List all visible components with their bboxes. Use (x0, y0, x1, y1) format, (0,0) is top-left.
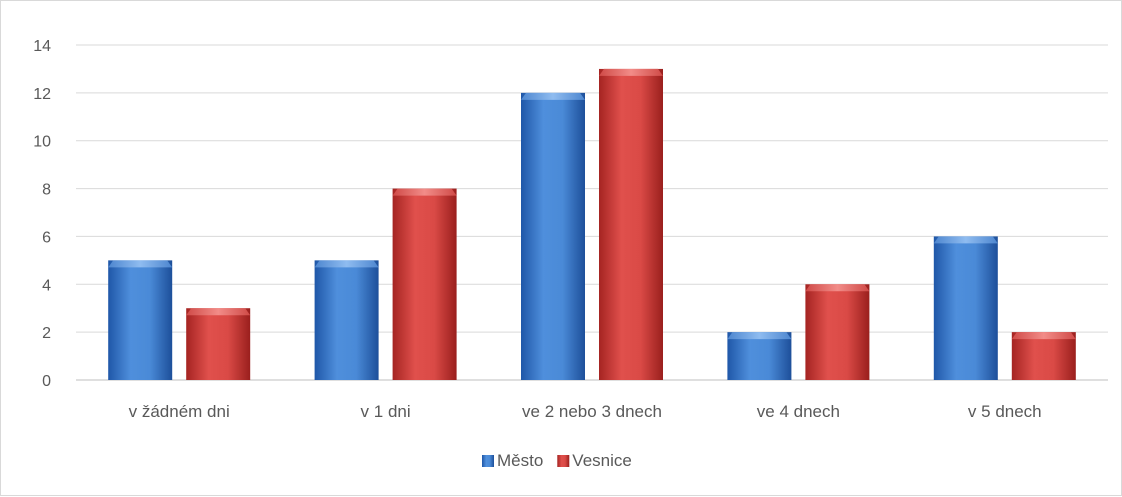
legend-swatch (557, 455, 570, 467)
category-label: ve 2 nebo 3 dnech (522, 402, 662, 421)
category-label: ve 4 dnech (757, 402, 840, 421)
y-tick-label: 12 (33, 86, 51, 103)
bar-bevel-top (314, 260, 379, 268)
bar-bevel-top (599, 68, 663, 76)
bar-body (521, 92, 585, 380)
y-tick-label: 0 (42, 373, 51, 390)
bars (108, 68, 1076, 380)
bar-body (1011, 332, 1076, 380)
category-label: v 1 dni (361, 402, 411, 421)
bar-body (727, 332, 792, 380)
y-axis-tick-labels: 0 2 4 6 8 10 12 14 (33, 38, 51, 390)
bar-bevel-top (1011, 332, 1076, 340)
bar-vesnice-3 (805, 284, 870, 380)
bar-vesnice-2 (599, 68, 663, 380)
legend-item-vesnice: Vesnice (557, 451, 632, 470)
y-tick-label: 14 (33, 38, 51, 55)
bar-body (186, 308, 251, 380)
legend-item-mesto: Město (482, 451, 543, 470)
bar-body (933, 236, 998, 380)
legend-label: Město (497, 451, 543, 470)
category-label: v žádném dni (129, 402, 230, 421)
bar-body (108, 260, 173, 380)
bar-bevel-top (727, 332, 792, 340)
bar-mesto-3 (727, 332, 792, 380)
y-tick-label: 2 (42, 325, 51, 342)
x-axis-category-labels: v žádném dni v 1 dni ve 2 nebo 3 dnech ve 4… (129, 402, 1042, 421)
y-tick-label: 10 (33, 134, 51, 151)
bar-bevel-top (392, 188, 457, 196)
bar-bevel-top (108, 260, 173, 268)
bar-bevel-top (933, 236, 998, 244)
bar-vesnice-0 (186, 308, 251, 380)
bar-mesto-2 (521, 92, 585, 380)
category-label: v 5 dnech (968, 402, 1042, 421)
y-tick-label: 6 (42, 229, 51, 246)
bar-vesnice-4 (1011, 332, 1076, 380)
y-tick-label: 8 (42, 182, 51, 199)
bar-bevel-top (521, 92, 585, 100)
y-tick-label: 4 (42, 277, 51, 294)
bar-mesto-0 (108, 260, 173, 380)
bar-body (805, 284, 870, 380)
bar-bevel-top (805, 284, 870, 292)
bar-mesto-4 (933, 236, 998, 380)
bar-vesnice-1 (392, 188, 457, 380)
bar-body (392, 188, 457, 380)
legend: Město Vesnice (482, 451, 632, 470)
legend-label: Vesnice (572, 451, 632, 470)
bar-bevel-top (186, 308, 251, 316)
bar-mesto-1 (314, 260, 379, 380)
bar-body (599, 68, 663, 380)
bar-body (314, 260, 379, 380)
legend-swatch (482, 455, 494, 467)
